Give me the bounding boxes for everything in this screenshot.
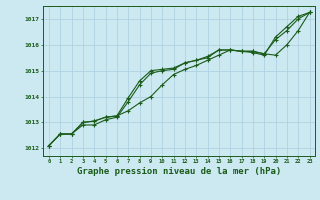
X-axis label: Graphe pression niveau de la mer (hPa): Graphe pression niveau de la mer (hPa) [77,167,281,176]
